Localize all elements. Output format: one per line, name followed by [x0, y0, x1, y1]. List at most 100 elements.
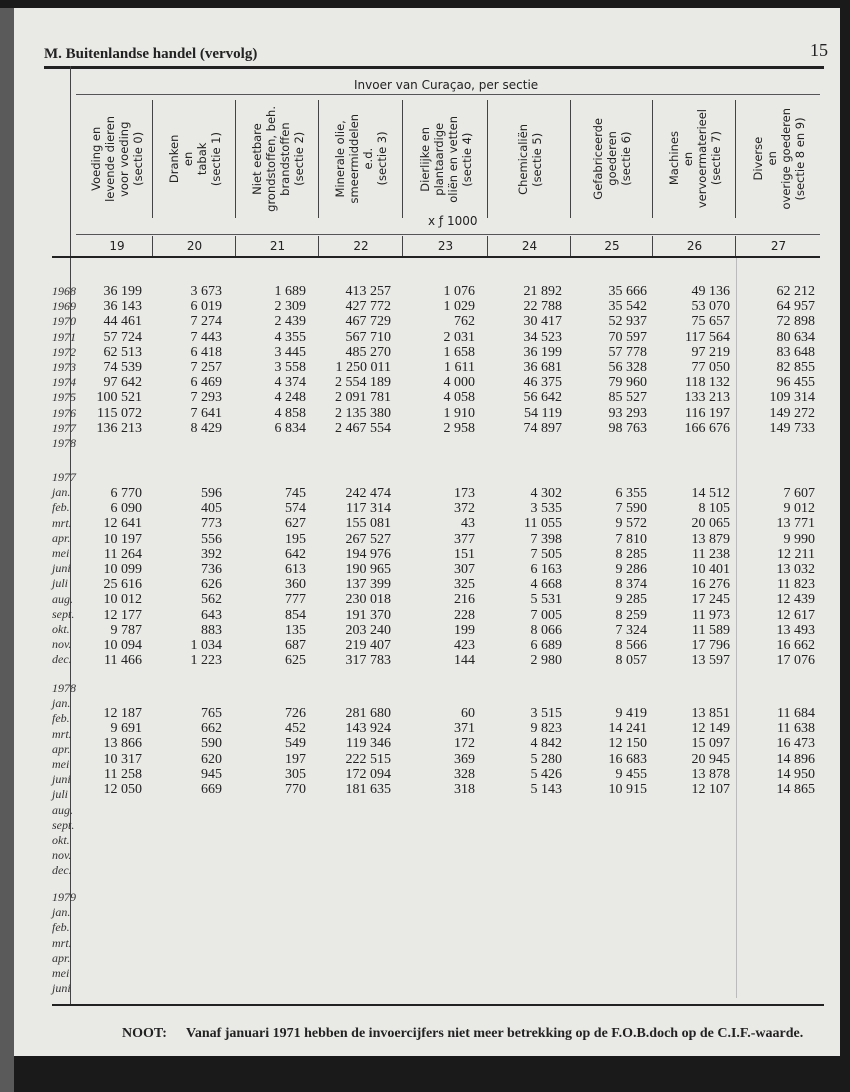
- cell-col-23: 43: [461, 516, 475, 532]
- cell-col-27: 9 990: [783, 531, 816, 547]
- cell-col-26: 77 050: [691, 360, 731, 375]
- cell-col-19: 11 264: [104, 546, 142, 562]
- cell-col-26: 17 796: [691, 638, 731, 653]
- column-number: 22: [318, 236, 403, 256]
- cell-col-27: 12 439: [776, 592, 816, 608]
- cell-col-22: 117 314: [346, 501, 391, 517]
- cell-col-26: 12 107: [691, 782, 731, 797]
- cell-col-21: 1 689: [274, 284, 307, 299]
- cell-col-27: 12 211: [777, 546, 815, 562]
- cell-col-21: 4 248: [274, 390, 307, 406]
- column-number: 20: [152, 236, 236, 256]
- cell-col-24: 30 417: [523, 314, 563, 330]
- row-label: juli: [52, 576, 69, 591]
- row-label: feb.: [52, 920, 70, 935]
- cell-col-20: 392: [201, 546, 222, 562]
- column-header-19: Voeding en levende dieren voor voeding (…: [82, 100, 152, 218]
- cell-col-27: 149 272: [769, 405, 816, 421]
- cell-col-20: 6 019: [190, 299, 223, 315]
- cell-col-26: 8 105: [698, 501, 731, 517]
- column-header-label: Gefabriceerde goederen (sectie 6): [591, 118, 633, 200]
- cell-col-27: 11 638: [777, 721, 815, 737]
- cell-col-25: 35 666: [608, 284, 648, 299]
- cell-col-26: 13 879: [691, 531, 731, 547]
- cell-col-19: 11 258: [104, 766, 142, 782]
- cell-col-25: 6 355: [615, 486, 648, 501]
- cell-col-20: 6 469: [190, 375, 223, 391]
- cell-col-21: 642: [285, 546, 306, 562]
- cell-col-24: 34 523: [523, 329, 563, 345]
- cell-col-25: 9 419: [615, 706, 648, 721]
- cell-col-23: 60: [461, 706, 475, 721]
- unit-label: x ƒ 1000: [428, 214, 478, 228]
- cell-col-22: 137 399: [345, 577, 392, 593]
- cell-col-23: 2 031: [443, 329, 476, 345]
- row-label: 1969: [52, 299, 76, 314]
- cell-col-20: 669: [201, 782, 222, 797]
- column-header-label: Dranken en tabak (sectie 1): [166, 131, 223, 187]
- cell-col-19: 57 724: [103, 329, 143, 345]
- column-header-label: Chemicaliën (sectie 5): [515, 123, 544, 195]
- cell-col-27: 16 473: [776, 736, 816, 752]
- cell-col-19: 6 770: [110, 486, 143, 501]
- row-label: apr.: [52, 950, 71, 965]
- cell-col-19: 12 641: [103, 516, 143, 532]
- cell-col-27: 62 212: [776, 284, 816, 299]
- cell-col-19: 10 197: [103, 531, 143, 547]
- cell-col-24: 6 163: [530, 562, 563, 577]
- cell-col-19: 13 866: [103, 736, 143, 752]
- cell-col-21: 4 355: [274, 329, 307, 345]
- row-label: 1978: [52, 436, 76, 450]
- cell-col-20: 7 293: [190, 390, 223, 406]
- cell-col-27: 14 896: [776, 751, 816, 767]
- cell-col-21: 4 374: [274, 375, 307, 391]
- cell-col-26: 49 136: [691, 284, 731, 299]
- row-label: feb.: [52, 500, 70, 515]
- column-number: 23: [402, 236, 488, 256]
- cell-col-25: 93 293: [608, 405, 648, 421]
- row-label: mei: [52, 757, 70, 771]
- cell-col-27: 13 771: [776, 516, 816, 532]
- note-text: Vanaf januari 1971 hebben de invoercijfe…: [186, 1026, 804, 1041]
- cell-col-23: 1 611: [444, 360, 475, 375]
- cell-col-24: 8 066: [530, 622, 563, 638]
- cell-col-19: 12 187: [103, 706, 143, 721]
- cell-col-24: 3 535: [530, 501, 563, 517]
- column-header-20: Dranken en tabak (sectie 1): [152, 100, 236, 218]
- header-bottom-rule: [52, 256, 820, 258]
- top-rule: [44, 66, 824, 69]
- cell-col-25: 9 286: [615, 562, 648, 577]
- cell-col-23: 151: [454, 546, 475, 562]
- column-number: 24: [487, 236, 571, 256]
- cell-col-22: 2 467 554: [335, 420, 391, 436]
- cell-col-26: 13 597: [691, 653, 731, 669]
- row-label: juni: [52, 772, 71, 787]
- cell-col-25: 7 810: [615, 531, 648, 547]
- row-label: aug.: [52, 591, 73, 606]
- cell-col-22: 281 680: [345, 706, 392, 721]
- row-label: 1979: [52, 890, 76, 904]
- cell-col-19: 10 012: [103, 592, 143, 608]
- cell-col-22: 190 965: [345, 562, 392, 577]
- cell-col-21: 360: [285, 577, 306, 593]
- cell-col-21: 197: [285, 751, 306, 767]
- cell-col-25: 98 763: [608, 420, 648, 436]
- cell-col-27: 64 957: [776, 299, 816, 315]
- row-label: mrt.: [52, 726, 72, 741]
- column-header-22: Minerale olie, smeermiddelen e.d. (secti…: [318, 100, 403, 218]
- cell-col-21: 6 834: [274, 420, 307, 436]
- cell-col-26: 13 878: [691, 766, 731, 782]
- row-label: sept.: [52, 606, 75, 621]
- cell-col-22: 485 270: [345, 344, 392, 360]
- cell-col-20: 765: [201, 706, 222, 721]
- cell-col-22: 155 081: [345, 516, 392, 532]
- cell-col-19: 97 642: [103, 375, 143, 391]
- cell-col-24: 5 143: [530, 782, 563, 797]
- cell-col-21: 777: [285, 592, 306, 608]
- row-label: nov.: [52, 637, 72, 652]
- cell-col-20: 945: [201, 766, 222, 782]
- cell-col-23: 369: [454, 751, 475, 767]
- cell-col-26: 11 589: [692, 622, 730, 638]
- row-label: 1971: [52, 329, 76, 344]
- cell-col-27: 14 950: [776, 766, 816, 782]
